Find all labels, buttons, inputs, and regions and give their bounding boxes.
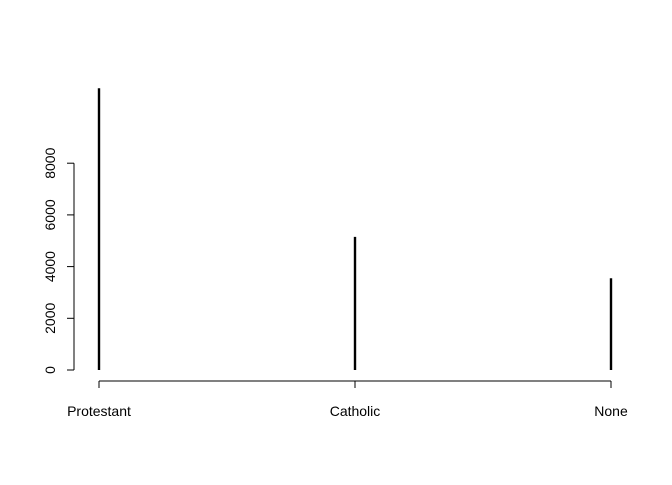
bars <box>97 88 613 370</box>
y-tick-label: 2000 <box>42 303 58 334</box>
x-tick-label: Protestant <box>67 403 131 419</box>
x-tick-label: Catholic <box>330 403 381 419</box>
y-tick-label: 4000 <box>42 251 58 282</box>
y-tick-label: 0 <box>42 366 58 374</box>
x-axis: Protestant Catholic None <box>67 380 628 419</box>
y-axis: 0 2000 4000 6000 8000 <box>42 147 75 374</box>
x-tick-label: None <box>594 403 628 419</box>
y-tick-label: 8000 <box>42 147 58 178</box>
y-tick-label: 6000 <box>42 199 58 230</box>
